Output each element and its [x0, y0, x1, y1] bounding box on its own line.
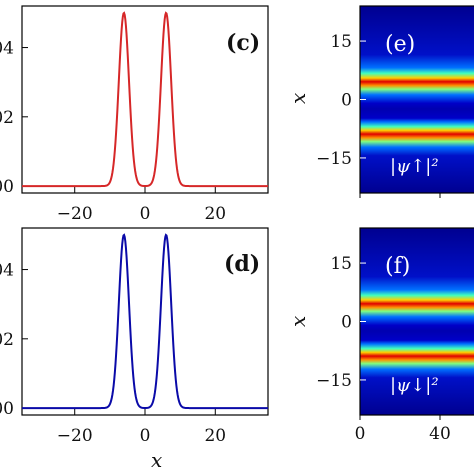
e-ytick-label: 0: [341, 91, 352, 111]
panel-f: 15 0 −15 0 40 x (f) |ψ↓|²: [286, 227, 474, 444]
panel-f-y-axis-label: x: [286, 316, 310, 327]
f-ytick-label: 15: [330, 254, 352, 274]
f-ytick-label: 0: [341, 313, 352, 333]
d-ytick-label: 0.04: [0, 261, 14, 281]
f-xtick-label: 40: [429, 424, 451, 444]
panel-d: 0.00 0.02 0.04 −20 0 20 (d) x: [0, 227, 269, 472]
f-xtick-label: 0: [355, 424, 366, 444]
panel-e-ticks: 15 0 −15: [316, 32, 441, 198]
c-xtick-label: 0: [140, 204, 151, 224]
f-ytick-label: −15: [316, 371, 352, 391]
e-ytick-label: −15: [316, 149, 352, 169]
panel-c-density-curve: [22, 11, 268, 188]
c-xtick-label: −20: [57, 204, 93, 224]
panel-f-ticks: 15 0 −15 0 40: [316, 254, 451, 444]
d-ytick-label: 0.02: [0, 330, 14, 350]
panel-e-density-annotation: |ψ↑|²: [390, 156, 439, 177]
panel-d-ticks: 0.00 0.02 0.04 −20 0 20: [0, 261, 226, 446]
panel-d-label: (d): [224, 251, 260, 277]
e-ytick-label: 15: [330, 32, 352, 52]
d-ytick-label: 0.00: [0, 399, 14, 419]
d-xtick-label: −20: [57, 426, 93, 446]
panel-c-label: (c): [226, 30, 260, 56]
panel-d-density-curve: [22, 233, 268, 410]
panel-e-y-axis-label: x: [286, 93, 310, 104]
panel-c: 0.00 0.02 0.04 −20 0 20 (c): [0, 5, 269, 224]
c-ytick-label: 0.04: [0, 39, 14, 59]
c-xtick-label: 20: [204, 204, 226, 224]
d-xtick-label: 0: [140, 426, 151, 446]
panel-f-label: (f): [385, 254, 410, 279]
d-xtick-label: 20: [204, 426, 226, 446]
panel-d-x-axis-label: x: [151, 448, 162, 472]
panel-e-heatmap: [360, 6, 474, 193]
panel-f-density-annotation: |ψ↓|²: [390, 375, 439, 396]
panel-e-label: (e): [385, 32, 415, 57]
panel-e: 15 0 −15 x (e) |ψ↑|²: [286, 5, 474, 198]
panel-f-heatmap: [360, 228, 474, 415]
c-ytick-label: 0.02: [0, 108, 14, 128]
c-ytick-label: 0.00: [0, 177, 14, 197]
panel-c-ticks: 0.00 0.02 0.04 −20 0 20: [0, 39, 226, 224]
